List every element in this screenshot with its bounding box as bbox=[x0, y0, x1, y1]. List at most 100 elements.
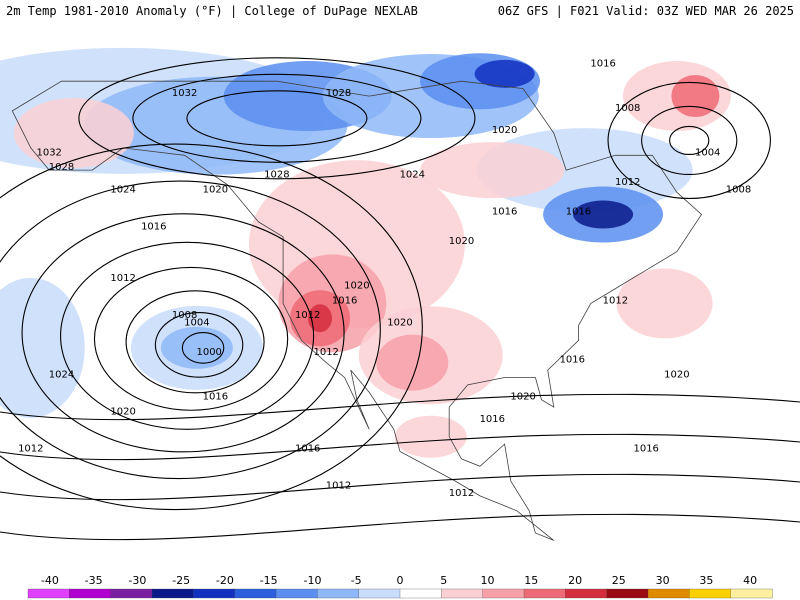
legend-color-swatch bbox=[730, 588, 773, 599]
land-outline bbox=[11, 80, 703, 541]
isobar-label: 1016 bbox=[480, 414, 505, 425]
isobar-line bbox=[669, 125, 710, 156]
north-america-coastline bbox=[11, 80, 703, 541]
temperature-anomaly-shading bbox=[0, 47, 731, 458]
isobar-label: 1012 bbox=[295, 310, 320, 321]
legend-color-swatch bbox=[317, 588, 360, 599]
isobar-label: 1020 bbox=[449, 236, 474, 247]
color-scale-legend: -40 -35 -30 -25 -20 -15 -10 -5 0 5 10 15 20 25 30 35 40 bbox=[27, 574, 773, 599]
legend-tick: 30 bbox=[656, 574, 670, 587]
legend-color-swatch bbox=[523, 588, 566, 599]
legend-tick-labels: -40 -35 -30 -25 -20 -15 -10 -5 0 5 10 15 20 25 30 35 40 bbox=[41, 574, 757, 587]
legend-color-swatch bbox=[399, 588, 442, 599]
isobar-line bbox=[641, 105, 738, 176]
anomaly-patch bbox=[616, 268, 713, 339]
legend-color-swatch bbox=[358, 588, 401, 599]
isobar-label: 1024 bbox=[49, 370, 74, 381]
isobar-label: 1008 bbox=[615, 103, 640, 114]
anomaly-patch bbox=[474, 59, 535, 88]
legend-color-swatch bbox=[689, 588, 732, 599]
isobar-label: 1016 bbox=[492, 207, 517, 218]
legend-color-swatch bbox=[151, 588, 194, 599]
legend-tick: 5 bbox=[440, 574, 447, 587]
legend-tick: -25 bbox=[172, 574, 190, 587]
legend-color-swatch bbox=[565, 588, 608, 599]
isobar-label: 1016 bbox=[295, 444, 320, 455]
legend-color-swatch bbox=[441, 588, 484, 599]
isobar-label: 1020 bbox=[110, 407, 135, 418]
isobar-label: 1012 bbox=[603, 295, 628, 306]
isobar-line bbox=[0, 143, 423, 511]
anomaly-patch bbox=[394, 415, 467, 458]
legend-tick: 20 bbox=[568, 574, 582, 587]
isobar-label: 1028 bbox=[264, 170, 289, 181]
legend-tick: -5 bbox=[351, 574, 362, 587]
isobar-label: 1012 bbox=[326, 481, 351, 492]
isobar-line bbox=[78, 57, 476, 180]
map-title: 2m Temp 1981-2010 Anomaly (°F) | College… bbox=[6, 4, 418, 18]
isobar-label: 1024 bbox=[400, 170, 425, 181]
isobar-label: 1020 bbox=[510, 392, 535, 403]
legend-tick: -40 bbox=[41, 574, 59, 587]
isobar-label: 1004 bbox=[184, 318, 209, 329]
legend-color-swatch bbox=[234, 588, 277, 599]
legend-color-swatch bbox=[482, 588, 525, 599]
isobar-label: 1012 bbox=[449, 488, 474, 499]
isobar-label: 1016 bbox=[566, 207, 591, 218]
isobar-label: 1016 bbox=[332, 295, 357, 306]
legend-color-swatch bbox=[647, 588, 690, 599]
isobar-line bbox=[60, 241, 315, 430]
isobar-line bbox=[186, 90, 368, 147]
isobar-line bbox=[0, 180, 381, 480]
map-header: 2m Temp 1981-2010 Anomaly (°F) | College… bbox=[0, 0, 800, 22]
anomaly-patch bbox=[376, 334, 449, 391]
isobar-line bbox=[132, 73, 422, 163]
isobar-label: 1016 bbox=[560, 355, 585, 366]
legend-tick: -30 bbox=[128, 574, 146, 587]
isobar-label: 1020 bbox=[492, 125, 517, 136]
legend-color-swatch bbox=[193, 588, 236, 599]
isobar-label: 1016 bbox=[141, 221, 166, 232]
legend-tick: -10 bbox=[304, 574, 322, 587]
model-run-info: 06Z GFS | F021 Valid: 03Z WED MAR 26 202… bbox=[497, 4, 794, 18]
anomaly-patch bbox=[160, 326, 233, 369]
isobar-line bbox=[181, 331, 225, 364]
anomaly-patch bbox=[420, 142, 565, 199]
isobar-line bbox=[0, 393, 800, 421]
isobar-label: 1024 bbox=[110, 184, 135, 195]
legend-color-swatch bbox=[110, 588, 153, 599]
isobar-label: 1008 bbox=[172, 310, 197, 321]
legend-tick: 25 bbox=[612, 574, 626, 587]
isobar-label: 1012 bbox=[615, 177, 640, 188]
isobar-line bbox=[125, 290, 265, 394]
isobar-label: 1028 bbox=[326, 88, 351, 99]
legend-color-bar bbox=[27, 588, 773, 599]
legend-tick: 0 bbox=[397, 574, 404, 587]
isobar-label: 1020 bbox=[344, 281, 369, 292]
legend-tick: -35 bbox=[85, 574, 103, 587]
isobar-label: 1016 bbox=[203, 392, 228, 403]
legend-color-swatch bbox=[275, 588, 318, 599]
legend-tick: 15 bbox=[524, 574, 538, 587]
isobar-label: 1012 bbox=[110, 273, 135, 284]
legend-tick: 40 bbox=[743, 574, 757, 587]
isobar-label: 1020 bbox=[387, 318, 412, 329]
anomaly-patch bbox=[0, 277, 85, 418]
isobar-line bbox=[21, 213, 345, 453]
isobar-label: 1032 bbox=[36, 147, 61, 158]
isobar-label: 1016 bbox=[590, 58, 615, 69]
isobar-label: 1016 bbox=[633, 444, 658, 455]
legend-tick: 35 bbox=[699, 574, 713, 587]
isobar-label: 1008 bbox=[726, 184, 751, 195]
isobar-line bbox=[154, 311, 244, 378]
isobar-line bbox=[93, 266, 289, 411]
isobar-contours bbox=[0, 57, 800, 541]
isobar-label: 1012 bbox=[18, 444, 43, 455]
legend-tick: -15 bbox=[260, 574, 278, 587]
isobar-line bbox=[0, 473, 800, 501]
isobar-line bbox=[0, 513, 800, 541]
isobar-line bbox=[607, 81, 771, 200]
isobar-label: 1004 bbox=[695, 147, 720, 158]
